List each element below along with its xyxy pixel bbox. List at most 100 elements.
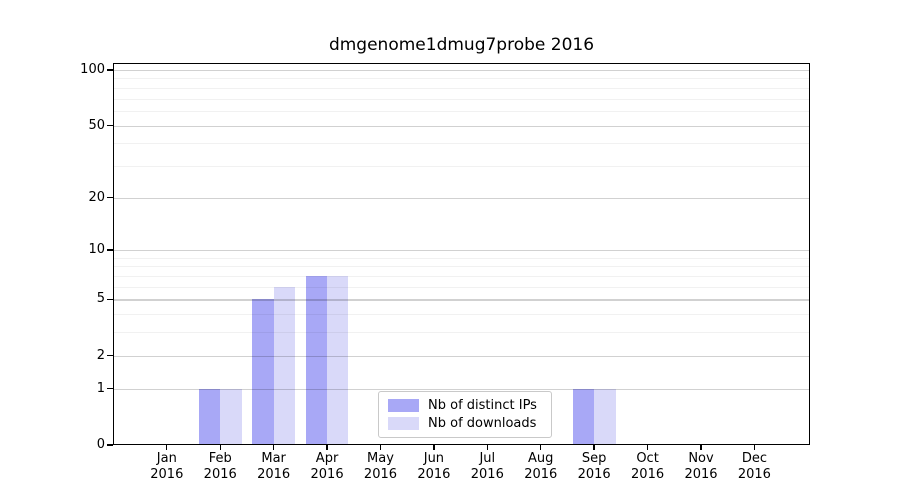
- x-tick-month: Sep: [581, 451, 607, 466]
- y-axis-tick: [107, 355, 113, 357]
- y-axis-tick-label: 1: [96, 380, 105, 396]
- x-tick-month: Oct: [636, 451, 659, 466]
- gridline-major: [113, 299, 810, 301]
- x-axis-tick: [486, 445, 488, 450]
- y-axis-tick-label: 5: [96, 291, 105, 307]
- x-tick-month: Feb: [208, 451, 232, 466]
- gridline-major: [113, 250, 810, 252]
- x-axis-tick-label: Jan 2016: [135, 451, 199, 483]
- x-tick-year: 2016: [470, 467, 504, 482]
- x-axis-tick-label: Mar 2016: [242, 451, 306, 483]
- x-tick-year: 2016: [150, 467, 184, 482]
- y-axis-tick-label: 100: [80, 62, 105, 77]
- y-axis-tick: [107, 387, 113, 390]
- gridline-minor: [113, 87, 810, 89]
- x-tick-year: 2016: [631, 467, 665, 482]
- x-axis-tick-label: Dec 2016: [722, 451, 786, 483]
- legend-item: Nb of distinct IPs: [388, 398, 542, 413]
- bar-downloads: [327, 276, 349, 445]
- x-tick-month: Aug: [528, 451, 554, 466]
- bar-distinct-ips: [305, 276, 328, 445]
- y-axis-tick-label: 50: [88, 117, 105, 133]
- y-axis-tick: [107, 69, 113, 71]
- gridline-minor: [113, 286, 810, 288]
- gridline-major: [113, 125, 810, 127]
- x-axis-tick: [219, 445, 221, 450]
- y-axis-tick-label: 20: [88, 189, 105, 205]
- x-axis-tick: [540, 445, 542, 450]
- gridline-major: [113, 197, 810, 199]
- gridline-minor: [113, 276, 810, 278]
- x-tick-year: 2016: [363, 467, 398, 482]
- x-tick-year: 2016: [524, 467, 558, 482]
- bar-distinct-ips: [198, 388, 221, 445]
- legend-item: Nb of downloads: [388, 416, 542, 431]
- x-axis-tick: [379, 445, 382, 450]
- x-axis-tick-label: Sep 2016: [562, 451, 626, 483]
- gridline-minor: [113, 165, 810, 167]
- legend: Nb of distinct IPs Nb of downloads: [378, 391, 552, 438]
- bar-distinct-ips: [252, 299, 274, 445]
- x-axis-tick-label: Apr 2016: [295, 451, 359, 483]
- x-axis-tick: [593, 445, 595, 450]
- bar-downloads: [220, 388, 242, 445]
- gridline-minor: [113, 98, 810, 100]
- x-tick-month: Jan: [156, 451, 177, 466]
- gridline-major: [113, 355, 810, 357]
- gridline-minor: [113, 314, 810, 316]
- y-axis-tick-label: 2: [96, 347, 105, 363]
- gridline-major: [113, 70, 810, 72]
- gridline-minor: [113, 332, 810, 334]
- x-axis-tick: [326, 445, 328, 450]
- x-tick-year: 2016: [310, 467, 344, 482]
- x-axis-tick-label: May 2016: [348, 451, 412, 483]
- x-tick-month: Mar: [261, 451, 286, 466]
- legend-swatch: [388, 399, 419, 412]
- x-tick-year: 2016: [417, 467, 451, 482]
- x-axis-tick-label: Nov 2016: [669, 451, 733, 483]
- x-axis-tick: [753, 445, 756, 450]
- x-axis-tick: [433, 445, 435, 450]
- y-axis-tick: [107, 249, 113, 251]
- x-axis-tick-label: Feb 2016: [188, 451, 252, 483]
- gridline-minor: [113, 143, 810, 145]
- x-tick-year: 2016: [577, 467, 611, 482]
- bar-distinct-ips: [572, 388, 595, 445]
- x-tick-month: Nov: [688, 451, 714, 466]
- gridline-minor: [113, 110, 810, 112]
- gridline-minor: [113, 257, 810, 259]
- x-axis-tick: [646, 445, 649, 450]
- y-axis-tick: [107, 124, 113, 127]
- x-axis-tick: [700, 445, 702, 450]
- y-axis-tick: [107, 196, 113, 199]
- plot-area: [113, 63, 810, 445]
- y-axis-tick-label: 10: [88, 242, 105, 258]
- gridline-minor: [113, 78, 810, 80]
- x-axis-tick-label: Jun 2016: [402, 451, 466, 483]
- x-tick-year: 2016: [684, 467, 718, 482]
- x-axis-tick-label: Aug 2016: [509, 451, 573, 483]
- x-tick-year: 2016: [737, 467, 771, 482]
- gridline-minor: [113, 266, 810, 268]
- x-tick-month: Dec: [741, 451, 767, 466]
- y-axis-tick-label: 0: [96, 437, 105, 452]
- x-axis-tick-label: Jul 2016: [455, 451, 519, 483]
- legend-label: Nb of downloads: [428, 416, 537, 431]
- bar-downloads: [594, 388, 616, 445]
- legend-label: Nb of distinct IPs: [428, 398, 537, 413]
- bar-downloads: [273, 286, 296, 445]
- x-tick-month: Apr: [315, 451, 339, 466]
- x-axis-tick: [272, 445, 275, 450]
- y-axis-tick: [107, 298, 113, 301]
- x-tick-month: May: [367, 451, 394, 466]
- x-tick-year: 2016: [203, 467, 237, 482]
- x-tick-year: 2016: [257, 467, 291, 482]
- x-tick-month: Jun: [423, 451, 445, 466]
- x-axis-tick-label: Oct 2016: [616, 451, 680, 483]
- x-tick-month: Jul: [479, 451, 496, 466]
- chart-title: dmgenome1dmug7probe 2016: [328, 35, 595, 55]
- x-axis-tick: [166, 445, 168, 450]
- y-axis-tick: [107, 444, 113, 446]
- legend-swatch: [388, 417, 419, 430]
